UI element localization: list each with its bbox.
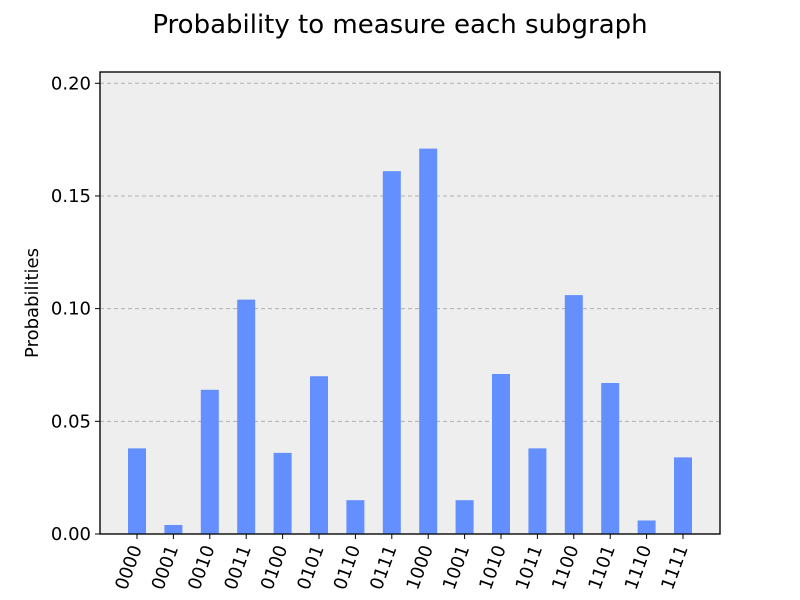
bar-1100 [564,295,583,534]
x-tick-label: 0101 [293,543,328,593]
x-tick-label: 1001 [439,543,474,593]
y-axis-label: Probabilities [22,248,43,358]
y-axis-ticks: 0.00 0.05 0.10 0.15 0.20 [51,73,100,545]
x-tick-label: 1010 [475,543,510,593]
bar-0111 [382,171,401,534]
bar-1010 [492,373,510,534]
x-tick-label: 1111 [657,543,692,593]
x-tick-label: 1100 [548,543,583,593]
bar-0101 [310,376,328,534]
plot-area [99,71,721,535]
bar-1001 [455,500,474,534]
bars [128,148,692,534]
bar-0110 [346,500,365,534]
plot-frame [99,71,721,535]
y-tick-label: 0.20 [51,73,91,94]
x-tick-label: 0000 [111,543,146,593]
x-tick-label: 0001 [148,543,183,593]
x-tick-label: 0010 [184,543,219,593]
x-tick-label: 1011 [512,543,547,593]
y-tick-label: 0.05 [51,411,91,432]
bar-1111 [674,457,692,534]
bar-0001 [164,524,183,534]
bar-0010 [200,389,219,534]
bar-1000 [419,148,438,534]
x-tick-label: 0111 [366,543,401,593]
bar-1101 [601,383,620,534]
x-tick-label: 0110 [330,543,365,593]
x-tick-label: 1110 [621,543,656,593]
x-axis-ticks: 0000 0001 0010 0011 0100 0101 0110 0111 1000 1001… [111,534,693,593]
bar-0011 [237,299,256,534]
x-tick-label: 1000 [402,543,437,593]
bar-1011 [528,448,547,534]
bar-0100 [273,452,292,534]
x-tick-label: 1101 [584,543,619,593]
bar-1110 [637,520,656,534]
bar-0000 [128,448,146,534]
x-tick-label: 0100 [257,543,292,593]
y-tick-label: 0.00 [51,524,91,545]
y-tick-label: 0.10 [51,299,91,320]
grid-lines [100,82,720,422]
x-tick-label: 0011 [220,543,255,593]
y-tick-label: 0.15 [51,186,91,207]
chart-title: Probability to measure each subgraph [152,10,647,40]
